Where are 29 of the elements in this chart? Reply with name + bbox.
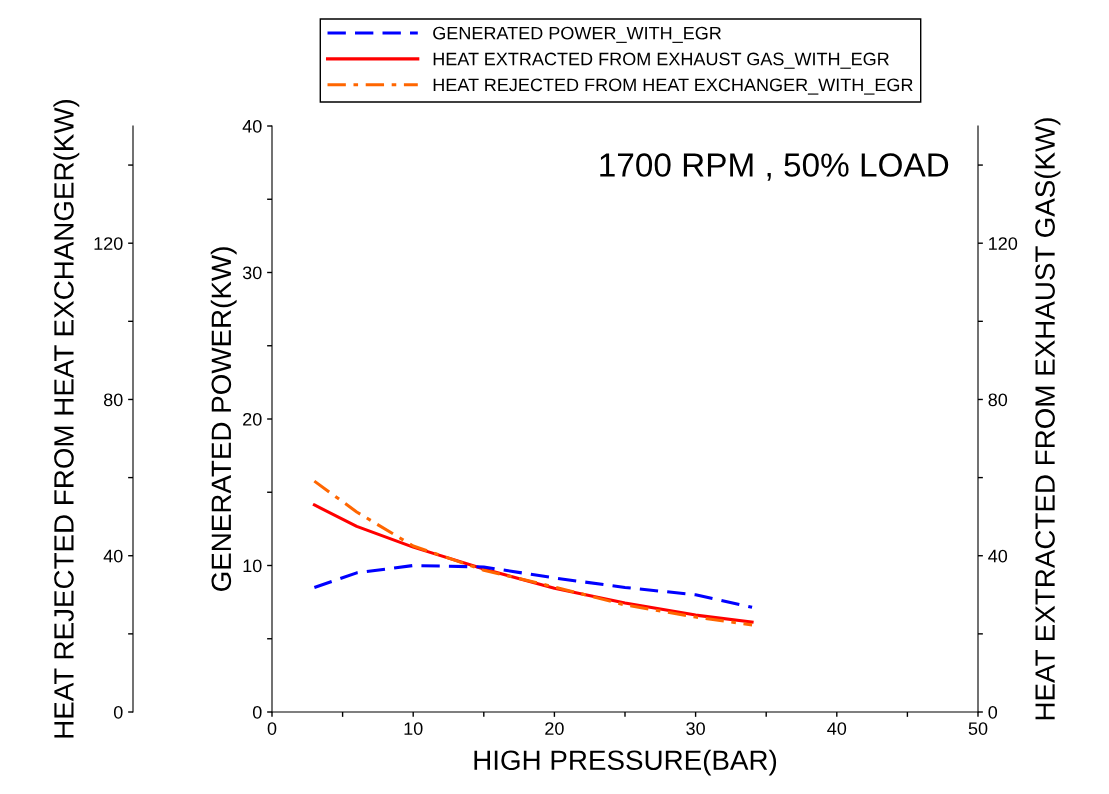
x-axis-title: HIGH PRESSURE(BAR) xyxy=(474,749,777,776)
y3-axis-title: HEAT REJECTED FROM HEAT EXCHANGER(KW) xyxy=(53,99,80,738)
x-tick-label: 50 xyxy=(968,722,988,735)
y-tick-label: 40 xyxy=(242,119,262,133)
y-axis-title: GENERATED POWER(KW) xyxy=(210,247,237,591)
y-tick-label: 0 xyxy=(252,705,262,719)
x-tick-label: 10 xyxy=(404,722,423,735)
y2-tick-label: 80 xyxy=(988,393,1008,407)
y3-tick-label: 0 xyxy=(113,705,123,719)
y-tick-label: 10 xyxy=(243,559,262,573)
y2-tick-label: 40 xyxy=(988,549,1008,563)
x-tick-label: 0 xyxy=(267,722,277,735)
y2-tick-label: 0 xyxy=(988,705,998,719)
y-tick-label: 30 xyxy=(242,266,262,280)
legend-label: GENERATED POWER_WITH_EGR xyxy=(433,26,721,43)
annotation: 1700 RPM , 50% LOAD xyxy=(600,153,949,181)
legend-label: HEAT EXTRACTED FROM EXHAUST GAS_WITH_EGR xyxy=(433,52,889,69)
y-tick-label: 20 xyxy=(243,412,262,426)
y2-axis-title: HEAT EXTRACTED FROM EXHAUST GAS(KW) xyxy=(1034,118,1061,720)
y3-tick-label: 40 xyxy=(103,549,123,563)
x-tick-label: 40 xyxy=(827,722,847,735)
x-tick-label: 20 xyxy=(545,722,564,735)
y3-tick-label: 80 xyxy=(103,393,123,407)
y2-tick-label: 120 xyxy=(989,237,1018,250)
y3-tick-label: 120 xyxy=(94,237,123,250)
line-series xyxy=(312,479,754,627)
legend-label: HEAT REJECTED FROM HEAT EXCHANGER_WITH_EGR xyxy=(433,78,913,95)
x-tick-label: 30 xyxy=(686,722,705,735)
line-series xyxy=(312,563,754,609)
